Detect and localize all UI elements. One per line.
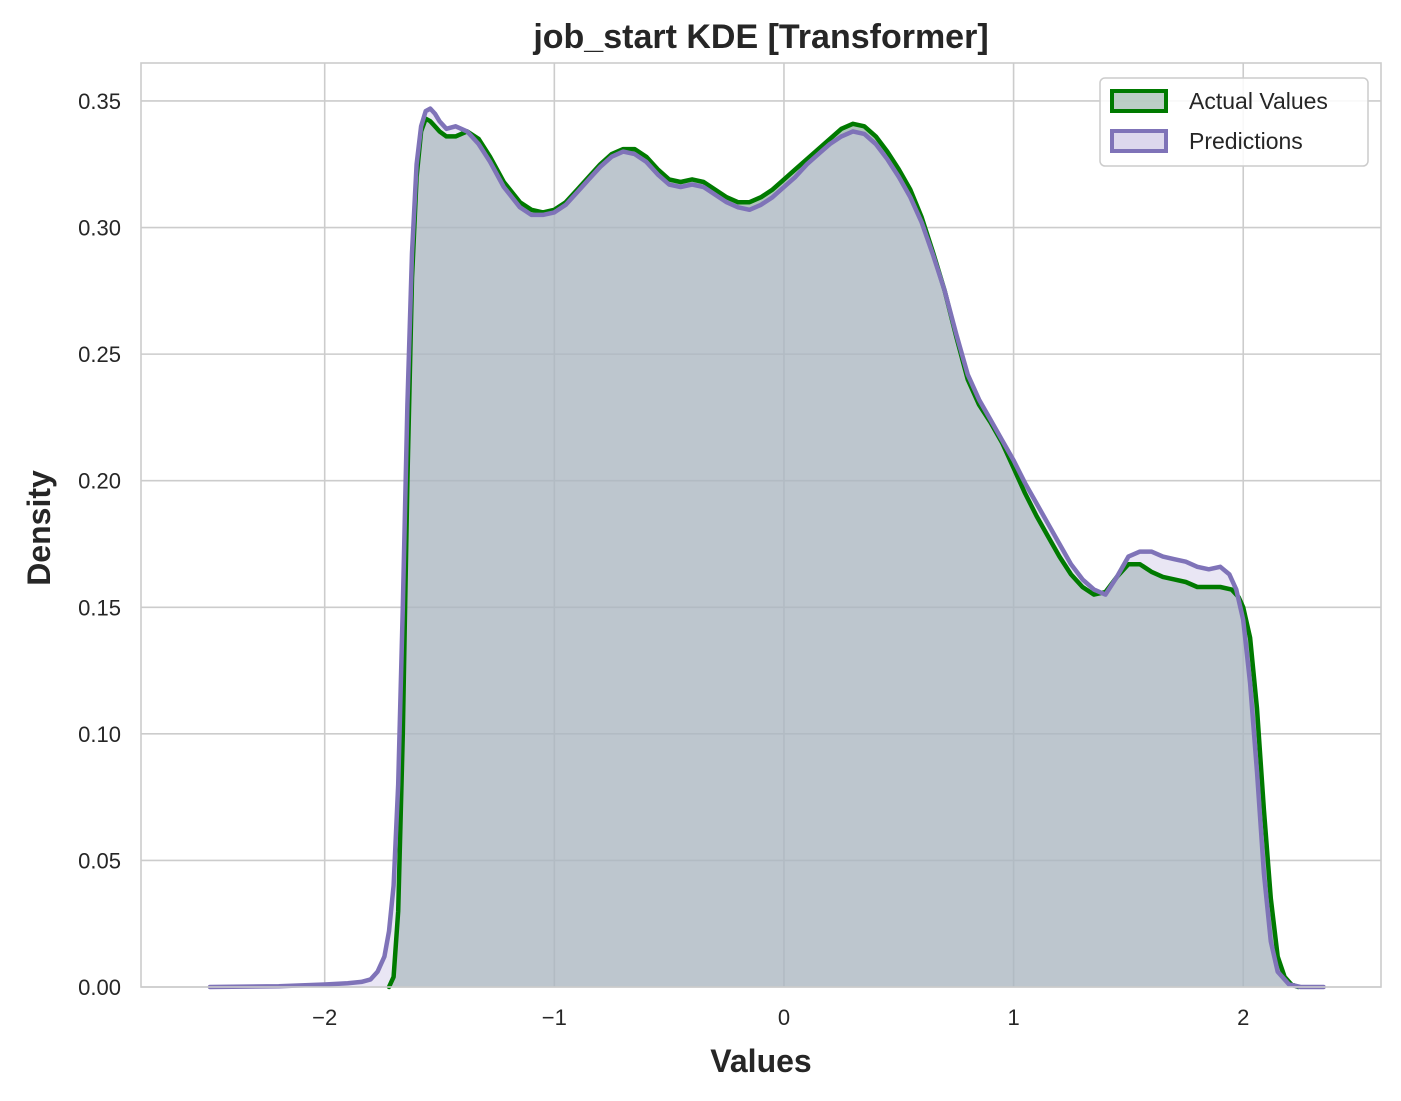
y-tick-label: 0.25: [78, 342, 121, 367]
y-axis-label: Density: [21, 470, 57, 586]
ticks: −2 −1 0 1 2 0.00 0.05 0.10 0.15 0.20 0.25 0.30 0.35: [78, 89, 1249, 1030]
x-tick-label: 1: [1007, 1005, 1019, 1030]
legend-swatch-actual-values: [1110, 89, 1168, 113]
y-tick-label: 0.20: [78, 469, 121, 494]
y-tick-label: 0.00: [78, 975, 121, 1000]
y-tick-label: 0.30: [78, 216, 121, 241]
x-tick-label: 2: [1237, 1005, 1249, 1030]
x-tick-label: −1: [542, 1005, 567, 1030]
y-tick-label: 0.05: [78, 848, 121, 873]
series-line-1: [207, 106, 1326, 990]
legend-label-predictions: Predictions: [1189, 128, 1303, 154]
series-layer: [207, 106, 1326, 990]
legend: Actual Values Predictions: [1099, 77, 1369, 167]
series-line-0: [386, 116, 1301, 990]
y-tick-label: 0.10: [78, 722, 121, 747]
x-tick-label: −2: [312, 1005, 337, 1030]
series-area-1: [209, 108, 1324, 988]
y-tick-label: 0.35: [78, 89, 121, 114]
legend-label-actual-values: Actual Values: [1189, 88, 1328, 114]
series-area-0: [389, 118, 1299, 987]
x-tick-label: 0: [778, 1005, 790, 1030]
plot-frame: [140, 62, 1382, 988]
x-axis-label: Values: [710, 1043, 811, 1079]
legend-swatch-predictions: [1110, 129, 1168, 153]
chart-title: job_start KDE [Transformer]: [532, 18, 988, 56]
y-tick-label: 0.15: [78, 595, 121, 620]
